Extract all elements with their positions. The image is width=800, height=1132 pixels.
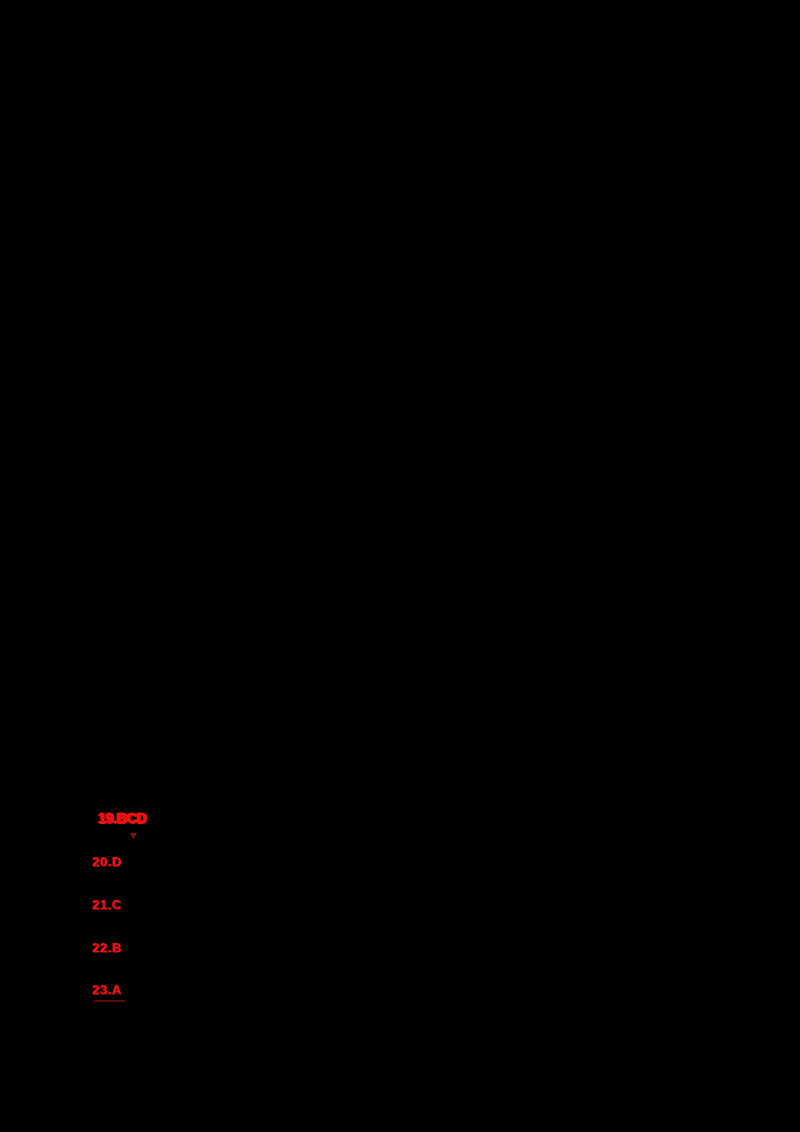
answer-line-23: 23.A [92, 982, 122, 997]
answer-underline [94, 1000, 125, 1002]
answer-line-22: 22.B [92, 940, 122, 955]
answer-line-20: 20.D [92, 854, 122, 869]
answer-line-21: 21.C [92, 897, 122, 912]
answer-line-19: 19.BCD [97, 811, 146, 827]
red-glyph-artifact [130, 833, 137, 839]
